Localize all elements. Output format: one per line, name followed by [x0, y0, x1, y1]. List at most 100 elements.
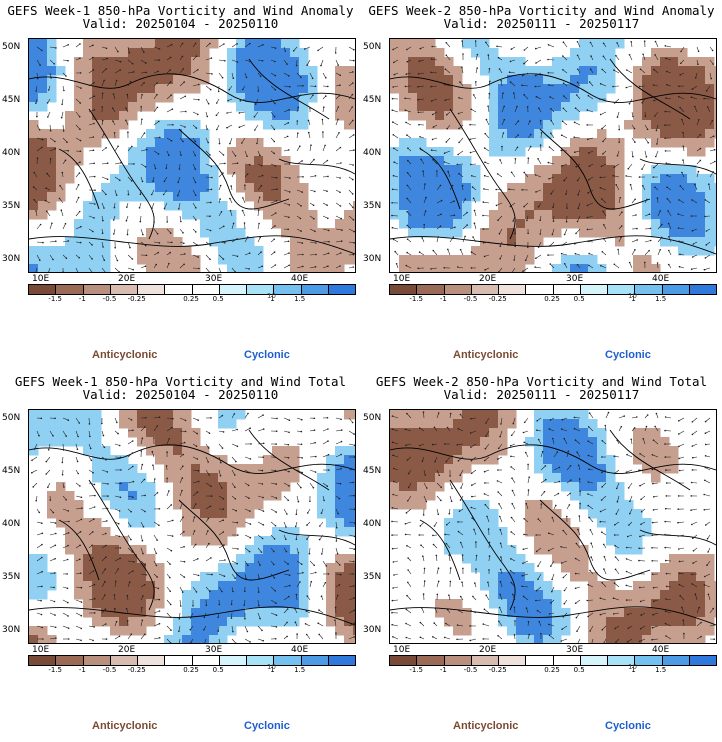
- lat-label: 45N: [363, 95, 382, 105]
- lon-label: 40E: [652, 274, 670, 284]
- panel-title: GEFS Week-2 850-hPa Vorticity and Wind T…: [375, 374, 708, 389]
- vorticity-map: [28, 409, 356, 644]
- colorbar-tick-label: 0.25: [183, 295, 199, 303]
- colorbar-tick-label: -1.5: [48, 666, 62, 674]
- colorbar-swatch: [274, 285, 302, 294]
- legend-cyclonic: Cyclonic: [244, 720, 290, 732]
- wind-vectors: [391, 411, 716, 643]
- colorbar-swatch: [471, 656, 499, 665]
- colorbar-tick-label: -0.25: [127, 666, 146, 674]
- colorbar-swatch: [444, 285, 472, 294]
- lon-label: 10E: [393, 645, 411, 655]
- colorbar-tick-label: 0.5: [573, 295, 585, 303]
- lon-label: 20E: [479, 274, 497, 284]
- colorbar-tick-label: 1: [631, 295, 636, 303]
- lat-label: 30N: [363, 254, 382, 264]
- wind-vectors: [32, 42, 355, 272]
- lat-label: 40N: [2, 148, 21, 158]
- colorbar-unit: 10: [267, 663, 276, 671]
- colorbar-swatch: [247, 285, 275, 294]
- colorbar: [28, 655, 356, 666]
- colorbar-swatch: [689, 285, 716, 294]
- colorbar-tick-label: -0.5: [102, 666, 117, 674]
- lon-label: 10E: [393, 274, 411, 284]
- colorbar-tick-label: 1: [270, 295, 275, 303]
- legend-anticyclonic: Anticyclonic: [92, 720, 158, 732]
- panel-week2-total: GEFS Week-2 850-hPa Vorticity and Wind T…: [361, 371, 722, 742]
- colorbar-unit: 10: [628, 663, 637, 671]
- lon-label: 30E: [566, 274, 584, 284]
- colorbar-tick-label: -1.5: [48, 295, 62, 303]
- legend-anticyclonic: Anticyclonic: [92, 349, 158, 361]
- vorticity-shading: [29, 410, 355, 643]
- colorbar-tick-label: 1: [270, 666, 275, 674]
- panel-valid-dates: Valid: 20250111 - 20250117: [443, 387, 640, 402]
- colorbar-swatch: [553, 285, 581, 294]
- colorbar-swatch: [553, 656, 581, 665]
- colorbar-swatch: [165, 656, 193, 665]
- colorbar-swatch: [192, 656, 220, 665]
- colorbar-swatch: [417, 656, 445, 665]
- colorbar-labels: -1.5 -1 -0.5 -0.25 0.25 0.5 1 1.5: [389, 295, 715, 305]
- lon-label: 20E: [118, 645, 136, 655]
- colorbar-swatch: [219, 285, 247, 294]
- lon-label: 40E: [291, 645, 309, 655]
- lon-label: 10E: [32, 274, 50, 284]
- colorbar-tick-label: -1: [439, 666, 447, 674]
- colorbar: [389, 284, 717, 295]
- colorbar-tick-label: -0.5: [102, 295, 117, 303]
- colorbar-swatch: [274, 656, 302, 665]
- colorbar-swatch: [662, 656, 690, 665]
- legend-cyclonic: Cyclonic: [605, 349, 651, 361]
- colorbar-tick-label: 1.5: [655, 666, 667, 674]
- colorbar-swatch: [301, 285, 329, 294]
- colorbar-swatch: [328, 285, 355, 294]
- lat-label: 50N: [363, 42, 382, 52]
- colorbar-tick-label: -0.5: [463, 295, 478, 303]
- colorbar-swatch: [526, 656, 554, 665]
- lat-label: 30N: [2, 254, 21, 264]
- legend-cyclonic: Cyclonic: [605, 720, 651, 732]
- colorbar-tick-label: 1.5: [655, 295, 667, 303]
- colorbar-unit: 10: [267, 292, 276, 300]
- colorbar-tick-label: 1.5: [294, 295, 306, 303]
- colorbar: [389, 655, 717, 666]
- colorbar-tick-label: 1: [631, 666, 636, 674]
- colorbar-swatch: [83, 285, 111, 294]
- colorbar-swatch: [390, 656, 418, 665]
- lat-label: 40N: [363, 519, 382, 529]
- colorbar-tick-label: -1: [78, 295, 86, 303]
- coastlines: [390, 429, 716, 626]
- lon-label: 40E: [652, 645, 670, 655]
- legend-cyclonic: Cyclonic: [244, 349, 290, 361]
- vorticity-map: [389, 38, 717, 273]
- colorbar-swatch: [29, 656, 57, 665]
- colorbar-tick-label: 0.5: [573, 666, 585, 674]
- colorbar-swatch: [390, 285, 418, 294]
- lat-label: 50N: [363, 413, 382, 423]
- colorbar-tick-label: -0.25: [488, 666, 507, 674]
- colorbar-swatch: [328, 656, 355, 665]
- colorbar-swatch: [444, 656, 472, 665]
- panel-week1-total: GEFS Week-1 850-hPa Vorticity and Wind T…: [0, 371, 361, 742]
- colorbar-swatch: [247, 656, 275, 665]
- colorbar-tick-label: 0.5: [212, 295, 224, 303]
- colorbar-labels: -1.5 -1 -0.5 -0.25 0.25 0.5 1 1.5: [28, 295, 354, 305]
- wind-vectors: [31, 412, 355, 643]
- lat-label: 40N: [2, 519, 21, 529]
- panel-title: GEFS Week-2 850-hPa Vorticity and Wind A…: [368, 3, 715, 18]
- colorbar-tick-label: -1: [439, 295, 447, 303]
- coastlines: [390, 58, 716, 255]
- lon-label: 40E: [291, 274, 309, 284]
- colorbar-tick-label: -0.5: [463, 666, 478, 674]
- colorbar-swatch: [580, 656, 608, 665]
- colorbar-swatch: [301, 656, 329, 665]
- colorbar-tick-label: 0.25: [544, 666, 560, 674]
- vorticity-map: [28, 38, 356, 273]
- colorbar-tick-label: -0.25: [127, 295, 146, 303]
- lon-label: 20E: [479, 645, 497, 655]
- lat-label: 30N: [2, 625, 21, 635]
- colorbar-swatch: [608, 656, 636, 665]
- lat-label: 40N: [363, 148, 382, 158]
- lat-label: 30N: [363, 625, 382, 635]
